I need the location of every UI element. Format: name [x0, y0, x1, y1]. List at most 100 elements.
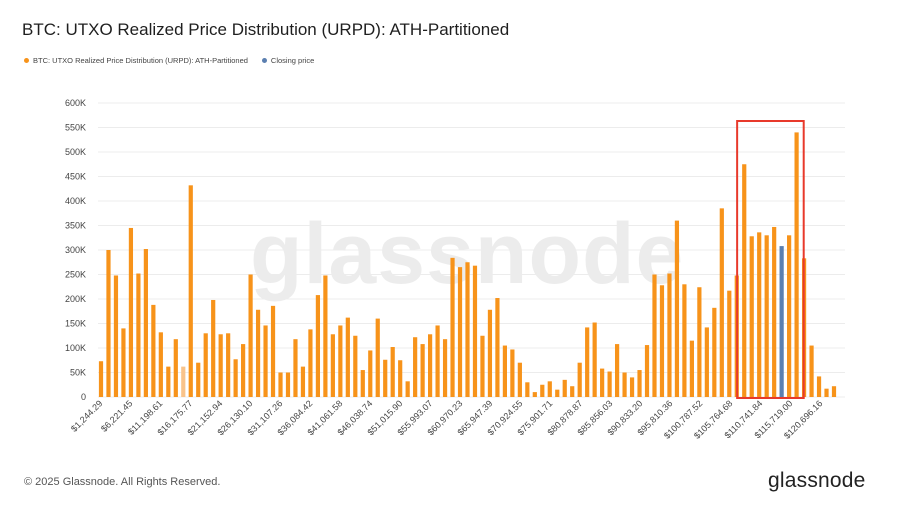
bar	[158, 332, 163, 397]
bar	[450, 257, 455, 397]
bar	[772, 226, 777, 397]
legend-item-urpd[interactable]: BTC: UTXO Realized Price Distribution (U…	[24, 56, 248, 65]
bar	[128, 227, 134, 397]
legend-item-closing-price[interactable]: Closing price	[261, 56, 315, 65]
legend-label-closing-price: Closing price	[270, 56, 315, 65]
bar	[368, 350, 373, 397]
bar	[255, 309, 261, 397]
bar	[637, 370, 642, 397]
bar	[405, 381, 410, 397]
y-axis-ticks: 0 50K 100K 150K 200K 250K 300K 350K 400K 450K 500K…	[65, 98, 86, 402]
bar	[585, 327, 590, 397]
bar	[540, 384, 545, 397]
bar	[570, 386, 575, 397]
bar	[727, 290, 732, 397]
bar	[315, 295, 321, 397]
bar	[420, 344, 425, 397]
y-tick-label: 550K	[65, 123, 86, 133]
bar	[166, 366, 171, 397]
bar	[181, 366, 186, 397]
bar	[435, 325, 440, 397]
bar	[555, 389, 560, 397]
bar	[293, 339, 298, 397]
bar	[390, 347, 395, 397]
bar	[816, 376, 822, 397]
bars	[98, 132, 837, 397]
bar	[196, 362, 201, 397]
bar	[704, 327, 709, 397]
bar	[510, 349, 515, 397]
legend-dot-closing-price	[261, 58, 267, 63]
bar	[173, 339, 178, 397]
bar	[330, 334, 335, 397]
y-tick-label: 400K	[65, 196, 86, 206]
y-tick-label: 500K	[65, 147, 86, 157]
bar	[697, 287, 702, 397]
bar	[398, 360, 403, 397]
bar	[652, 274, 657, 397]
bar	[300, 366, 306, 397]
bar	[562, 379, 567, 397]
bar	[577, 362, 582, 397]
glassnode-logo[interactable]: glassnode	[768, 469, 866, 492]
bar	[689, 340, 694, 397]
y-tick-label: 200K	[65, 294, 86, 304]
bar	[749, 236, 754, 397]
bar	[629, 377, 635, 397]
bar	[517, 362, 522, 397]
bar	[600, 368, 605, 397]
bar	[248, 274, 253, 397]
bar	[495, 298, 500, 397]
bar	[285, 372, 291, 397]
bar	[428, 334, 433, 397]
bar	[809, 345, 814, 397]
bar	[143, 249, 148, 397]
bar	[794, 132, 799, 397]
bar	[607, 371, 612, 397]
bar	[472, 265, 478, 397]
y-tick-label: 300K	[65, 245, 86, 255]
bar	[278, 372, 283, 397]
bar	[442, 339, 448, 397]
bar	[831, 386, 837, 397]
bar	[360, 370, 365, 397]
bar	[757, 232, 762, 397]
bar	[233, 359, 238, 397]
bar	[622, 372, 627, 397]
bar	[203, 333, 208, 397]
bar	[487, 309, 493, 397]
bar	[674, 220, 680, 397]
y-tick-label: 100K	[65, 343, 86, 353]
bar	[480, 335, 485, 397]
bar	[502, 345, 507, 397]
bar	[241, 344, 246, 397]
bar	[263, 325, 268, 397]
y-tick-label: 150K	[65, 319, 86, 329]
y-tick-label: 350K	[65, 221, 86, 231]
bar	[547, 381, 552, 397]
bar	[113, 275, 119, 397]
bar	[525, 382, 530, 397]
bar	[659, 285, 665, 397]
x-tick-label: $1,244.29	[69, 398, 104, 433]
legend: BTC: UTXO Realized Price Distribution (U…	[24, 56, 314, 65]
x-axis-ticks: $1,244.29$6,221.45$11,198.61$16,175.77$2…	[69, 398, 824, 440]
bar	[121, 328, 126, 397]
bar	[712, 307, 717, 397]
bar	[218, 334, 223, 397]
bar	[787, 235, 792, 397]
bar	[211, 299, 216, 397]
bar	[764, 235, 769, 397]
bar	[383, 359, 388, 397]
copyright: © 2025 Glassnode. All Rights Reserved.	[24, 476, 221, 488]
bar	[226, 333, 231, 397]
bar	[413, 337, 418, 397]
closing-price-bar	[779, 246, 784, 397]
y-tick-label: 250K	[65, 270, 86, 280]
legend-dot-urpd	[24, 58, 29, 63]
bar	[667, 273, 672, 397]
bar	[323, 275, 328, 397]
bar	[644, 345, 650, 397]
legend-label-urpd: BTC: UTXO Realized Price Distribution (U…	[33, 56, 248, 65]
